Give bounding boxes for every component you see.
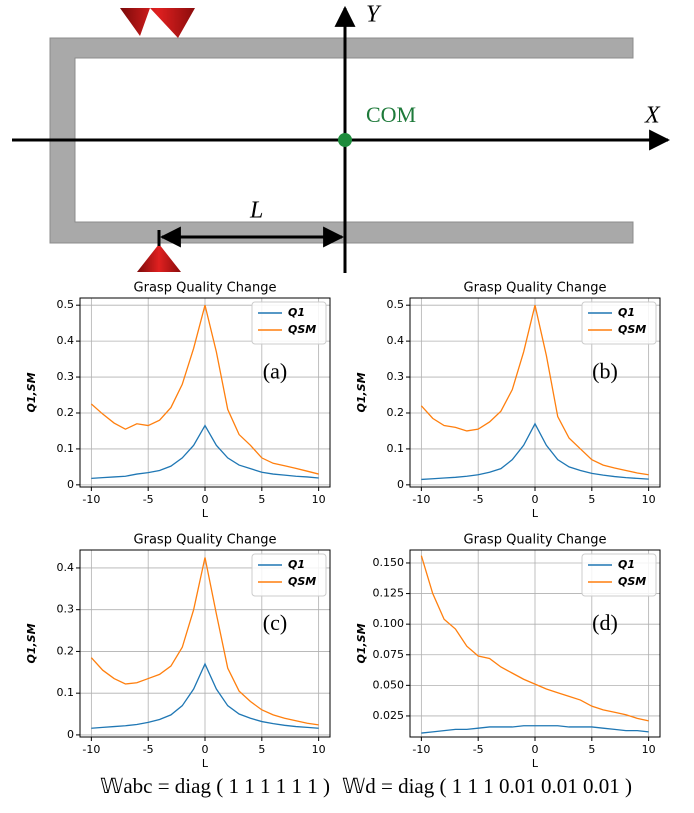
plot-frame (79, 297, 331, 488)
y-tick-label: 0.4 (57, 561, 75, 574)
data-line (91, 662, 319, 729)
x-tick-label: 5 (258, 493, 265, 506)
y-tick-label: 0.1 (387, 442, 405, 455)
data-line (421, 422, 649, 481)
data-line (420, 555, 649, 722)
y-tick-label: 0.025 (373, 709, 405, 722)
data-line (91, 424, 319, 480)
diagram: COM X Y L (12, 2, 671, 273)
x-axis-label: L (532, 757, 539, 770)
y-tick-label: 0.150 (373, 556, 405, 569)
legend-label: Q1 (288, 558, 305, 571)
y-tick-label: 0.5 (57, 298, 75, 311)
x-tick-label: -5 (473, 743, 484, 756)
y-tick-label: 0.4 (387, 334, 405, 347)
x-tick-label: -10 (412, 743, 430, 756)
x-tick-label: 5 (258, 743, 265, 756)
com-label: COM (366, 102, 416, 127)
x-tick-label: -5 (473, 493, 484, 506)
y-tick-label: 0.2 (387, 406, 405, 419)
chart: 0 0.1 0.2 0.3 0.4 0.5 -10 -5 0 5 10 Grasp Quality C… (25, 281, 331, 520)
y-tick-label: 0.3 (57, 603, 75, 616)
length-label: L (249, 198, 263, 224)
panel-label: (c) (263, 610, 287, 635)
chart: 0.025 0.050 0.075 0.100 0.125 0.150 -10 -5 0 5 10 G… (355, 533, 661, 770)
chart: 0 0.1 0.2 0.3 0.4 -10 -5 0 5 10 Grasp Quality Chan… (25, 533, 331, 770)
y-tick-label: 0.100 (373, 617, 405, 630)
legend-label: QSM (288, 323, 316, 336)
data-line (90, 557, 319, 726)
legend-label: QSM (618, 575, 646, 588)
y-tick-label: 0.075 (373, 648, 405, 661)
x-tick-label: 0 (202, 743, 209, 756)
gripper-bottom (137, 244, 181, 272)
y-tick-label: 0.3 (387, 370, 405, 383)
data-line (421, 725, 649, 734)
chart: 0 0.1 0.2 0.3 0.4 0.5 -10 -5 0 5 10 Grasp Quality C… (355, 281, 661, 520)
y-axis-label: Q1,SM (355, 372, 368, 412)
x-tick-label: 5 (588, 743, 595, 756)
x-tick-label: 10 (642, 493, 656, 506)
x-axis-label: L (202, 507, 209, 520)
x-tick-label: -5 (143, 743, 154, 756)
legend-label: Q1 (288, 306, 305, 319)
formula: 𝕎d = diag ( 1 1 1 0.01 0.01 0.01 ) (342, 774, 632, 798)
x-tick-label: -10 (82, 743, 100, 756)
x-tick-label: 10 (642, 743, 656, 756)
plot-frame (409, 549, 661, 738)
plot-frame (409, 297, 661, 488)
chart-title: Grasp Quality Change (134, 281, 277, 296)
chart-title: Grasp Quality Change (464, 281, 607, 296)
x-tick-label: 10 (312, 493, 326, 506)
y-tick-label: 0.1 (57, 686, 75, 699)
y-tick-label: 0 (67, 478, 74, 491)
x-axis-label: L (202, 757, 209, 770)
formula: 𝕎abc = diag ( 1 1 1 1 1 1 ) (100, 774, 330, 798)
panel-label: (d) (592, 610, 618, 635)
panel-label: (b) (592, 359, 618, 384)
chart-title: Grasp Quality Change (464, 533, 607, 548)
x-tick-label: -5 (143, 493, 154, 506)
x-axis-label: L (532, 507, 539, 520)
legend-label: QSM (288, 575, 316, 588)
x-tick-label: -10 (82, 493, 100, 506)
y-axis-label: Q1,SM (355, 623, 368, 663)
y-tick-label: 0.125 (373, 587, 405, 600)
y-tick-label: 0.2 (57, 644, 75, 657)
x-tick-label: -10 (412, 493, 430, 506)
y-tick-label: 0.1 (57, 442, 75, 455)
y-tick-label: 0.3 (57, 370, 75, 383)
y-axis-label: Q1,SM (25, 623, 38, 663)
x-tick-label: 0 (202, 493, 209, 506)
com-point (338, 133, 352, 147)
chart-title: Grasp Quality Change (134, 533, 277, 548)
x-tick-label: 0 (532, 493, 539, 506)
x-label: X (644, 103, 661, 129)
data-line (90, 305, 319, 475)
legend-label: Q1 (618, 558, 635, 571)
x-tick-label: 10 (312, 743, 326, 756)
gripper-top (120, 8, 195, 38)
y-tick-label: 0.2 (57, 406, 75, 419)
plot-frame (79, 549, 331, 738)
y-tick-label: 0.5 (387, 298, 405, 311)
x-tick-label: 0 (532, 743, 539, 756)
y-axis-label: Q1,SM (25, 372, 38, 412)
y-tick-label: 0.4 (57, 334, 75, 347)
legend-label: Q1 (618, 306, 635, 319)
y-label: Y (366, 2, 382, 28)
y-tick-label: 0.050 (373, 678, 405, 691)
x-tick-label: 5 (588, 493, 595, 506)
legend-label: QSM (618, 323, 646, 336)
y-tick-label: 0 (67, 728, 74, 741)
data-line (420, 305, 649, 476)
y-tick-label: 0 (397, 478, 404, 491)
panel-label: (a) (263, 359, 287, 384)
